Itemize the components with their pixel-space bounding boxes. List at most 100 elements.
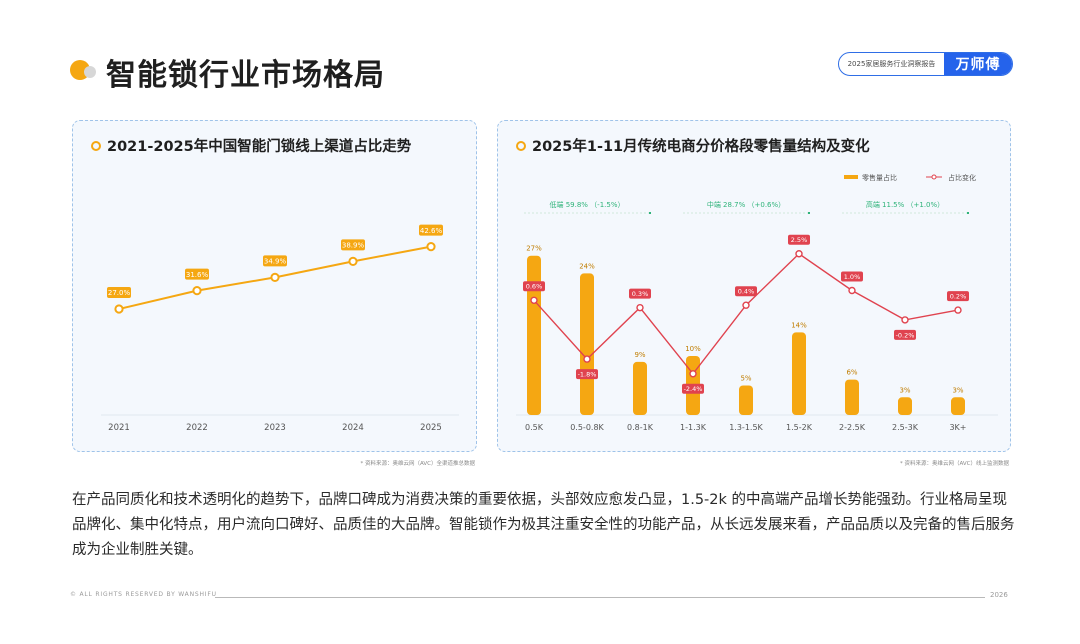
bar-chart-title: 2025年1-11月传统电商分价格段零售量结构及变化: [532, 139, 870, 155]
change-point: [636, 303, 644, 312]
segment-bracket-end: [808, 212, 810, 214]
bar-value-label: 10%: [685, 345, 701, 353]
bar: [527, 255, 541, 415]
copyright: © ALL RIGHTS RESERVED BY WANSHIFU: [70, 591, 217, 598]
change-point: [795, 250, 803, 258]
line-chart: 27.0% 2021 31.6% 2022 34.9% 2023 38.9% 2024 42.6…: [101, 224, 459, 433]
x-tick-label: 1.3-1.5K: [729, 423, 763, 432]
legend-bar-swatch: [844, 175, 858, 179]
change-label: 0.4%: [738, 288, 755, 296]
brand-logo: 万师傅: [944, 53, 1012, 75]
segment-label: 低端 59.8% （-1.5%）: [550, 200, 625, 209]
change-point: [530, 296, 538, 305]
change-label: 0.2%: [950, 293, 967, 301]
bar-value-label: 14%: [791, 321, 807, 329]
data-label-badge: [185, 268, 209, 280]
bar-value-label: 5%: [740, 375, 751, 383]
bar: [739, 385, 753, 415]
bar-value-label: 3%: [952, 386, 963, 394]
change-label-badge: [894, 329, 916, 340]
change-point: [689, 370, 697, 378]
bar-value-label: 3%: [899, 386, 910, 394]
bar: [792, 332, 806, 415]
data-point: [270, 272, 280, 282]
data-point: [192, 286, 202, 296]
bar-value-label: 27%: [526, 245, 542, 253]
change-label-badge: [682, 383, 704, 394]
change-label-badge: [788, 234, 810, 245]
data-label: 27.0%: [108, 289, 131, 297]
legend-bar-label: 零售量占比: [862, 173, 897, 182]
x-tick-label: 2021: [108, 423, 130, 433]
legend-line-marker: [931, 174, 937, 180]
bar: [951, 397, 965, 415]
change-line: [533, 252, 959, 375]
data-point: [114, 304, 124, 314]
bar-value-label: 6%: [846, 369, 857, 377]
line-chart-source: * 资料来源：奥维云网（AVC）全渠道推总数据: [360, 461, 475, 467]
bar-chart-panel: 2025年1-11月传统电商分价格段零售量结构及变化 零售量占比 占比变化低端 5…: [497, 120, 1011, 452]
legend-line-label: 占比变化: [948, 173, 976, 182]
x-tick-label: 2022: [186, 423, 208, 433]
data-label: 38.9%: [342, 242, 365, 250]
brand-report-name: 2025家居服务行业洞察报告: [847, 60, 936, 68]
bar: [633, 361, 647, 415]
x-tick-label: 1.5-2K: [786, 423, 813, 432]
bar-chart-source: * 资料来源：奥维云网（AVC）线上监测数据: [899, 461, 1009, 467]
segment-label: 高端 11.5% （+1.0%）: [866, 200, 944, 209]
data-label: 31.6%: [186, 271, 209, 279]
bar: [898, 397, 912, 415]
x-tick-label: 2.5-3K: [892, 423, 919, 432]
title-decor-dot-secondary: [84, 66, 96, 78]
line-chart-panel: 2021-2025年中国智能门锁线上渠道占比走势 27.0% 2021 31.6% 2…: [72, 120, 477, 452]
summary-paragraph: 在产品同质化和技术透明化的趋势下，品牌口碑成为消费决策的重要依据，头部效应愈发凸…: [72, 492, 1015, 558]
segment-bracket-end: [967, 212, 969, 214]
data-label-badge: [341, 239, 365, 251]
bar-chart-title-row: 2025年1-11月传统电商分价格段零售量结构及变化: [516, 135, 870, 156]
x-tick-label: 0.5K: [525, 423, 544, 432]
change-point: [583, 355, 591, 363]
x-tick-label: 2023: [264, 423, 286, 433]
line-chart-title: 2021-2025年中国智能门锁线上渠道占比走势: [107, 139, 412, 155]
change-label-badge: [735, 286, 757, 297]
data-label: 42.6%: [420, 227, 443, 235]
change-label-badge: [629, 288, 651, 299]
x-tick-label: 1-1.3K: [680, 423, 707, 432]
change-label: 0.3%: [632, 290, 649, 298]
change-label-badge: [947, 291, 969, 302]
change-point: [901, 316, 909, 324]
change-label: 0.6%: [526, 283, 543, 291]
x-tick-label: 2025: [420, 423, 442, 433]
change-point: [954, 306, 962, 314]
x-tick-label: 2024: [342, 423, 364, 433]
footer-divider: [215, 597, 985, 598]
change-label: -0.2%: [896, 331, 915, 339]
ring-bullet-icon: [516, 140, 526, 151]
line-chart-title-row: 2021-2025年中国智能门锁线上渠道占比走势: [91, 135, 411, 156]
change-label-badge: [841, 271, 863, 282]
x-tick-label: 2-2.5K: [839, 423, 866, 432]
change-label: -1.8%: [578, 371, 597, 379]
segment-label: 中端 28.7% （+0.6%）: [707, 200, 785, 209]
x-tick-label: 3K+: [949, 423, 966, 432]
change-point: [742, 301, 750, 309]
bar-value-label: 24%: [579, 262, 595, 270]
bar-value-label: 9%: [634, 351, 645, 359]
change-label: 2.5%: [791, 236, 808, 244]
ring-bullet-icon: [91, 140, 101, 151]
change-label: 1.0%: [844, 273, 861, 281]
data-label-badge: [107, 287, 131, 298]
page-year: 2026: [990, 591, 1008, 599]
data-point: [348, 256, 358, 266]
change-label: -2.4%: [684, 385, 703, 393]
change-label-badge: [576, 369, 598, 380]
x-tick-label: 0.5-0.8K: [570, 423, 604, 432]
change-label-badge: [523, 281, 545, 292]
data-label: 34.9%: [264, 258, 287, 266]
brand-badge: 2025家居服务行业洞察报告 万师傅: [838, 52, 1013, 76]
change-point: [848, 286, 856, 295]
data-label-badge: [263, 255, 287, 267]
data-point: [426, 242, 436, 252]
x-tick-label: 0.8-1K: [627, 423, 654, 432]
